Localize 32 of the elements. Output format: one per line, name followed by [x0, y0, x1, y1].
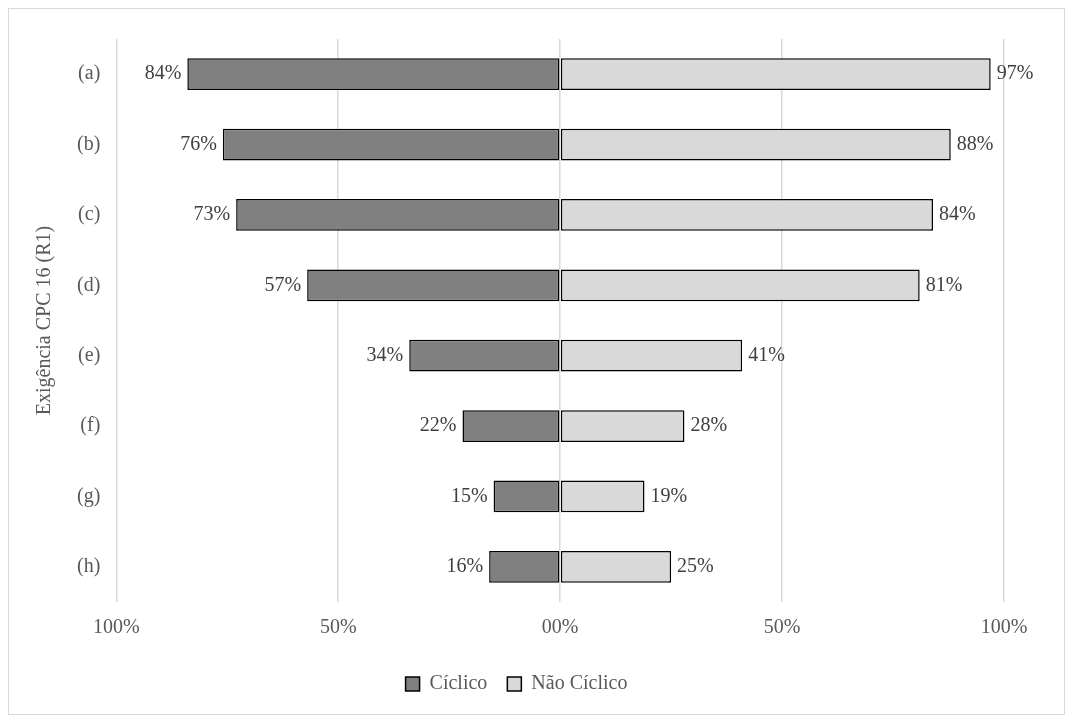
data-label: 81%	[925, 272, 963, 295]
y-tick-label: (g)	[76, 483, 101, 507]
data-label: 16%	[446, 554, 484, 577]
data-label: 19%	[650, 483, 688, 506]
data-label: 84%	[938, 202, 976, 225]
x-tick-label: 100%	[92, 615, 140, 638]
legend-label: Cíclico	[429, 671, 488, 694]
data-label: 84%	[144, 61, 182, 84]
legend-label: Não Cíclico	[531, 671, 628, 694]
data-label: 41%	[748, 342, 785, 365]
data-label: 88%	[956, 131, 994, 154]
y-tick-label: (e)	[78, 342, 101, 366]
y-tick-label: (b)	[76, 131, 101, 155]
data-label: 57%	[264, 272, 302, 295]
data-label: 34%	[366, 342, 404, 365]
x-tick-label: 100%	[980, 615, 1028, 638]
data-label: 97%	[996, 61, 1034, 84]
data-label: 28%	[690, 413, 728, 436]
y-tick-label: (c)	[78, 202, 101, 226]
data-label: 73%	[193, 202, 231, 225]
x-tick-label: 50%	[319, 615, 357, 638]
data-label: 76%	[180, 131, 217, 154]
y-tick-label: (h)	[76, 554, 101, 578]
data-label: 25%	[677, 554, 714, 577]
data-label: 22%	[419, 413, 457, 436]
y-axis-title: Exigência CPC 16 (R1)	[32, 225, 56, 416]
y-tick-label: (a)	[78, 61, 101, 85]
data-label: 15%	[450, 483, 488, 506]
x-tick-label: 50%	[763, 615, 801, 638]
x-tick-label: 00%	[541, 615, 579, 638]
y-tick-label: (f)	[80, 413, 101, 437]
y-tick-label: (d)	[76, 272, 101, 296]
